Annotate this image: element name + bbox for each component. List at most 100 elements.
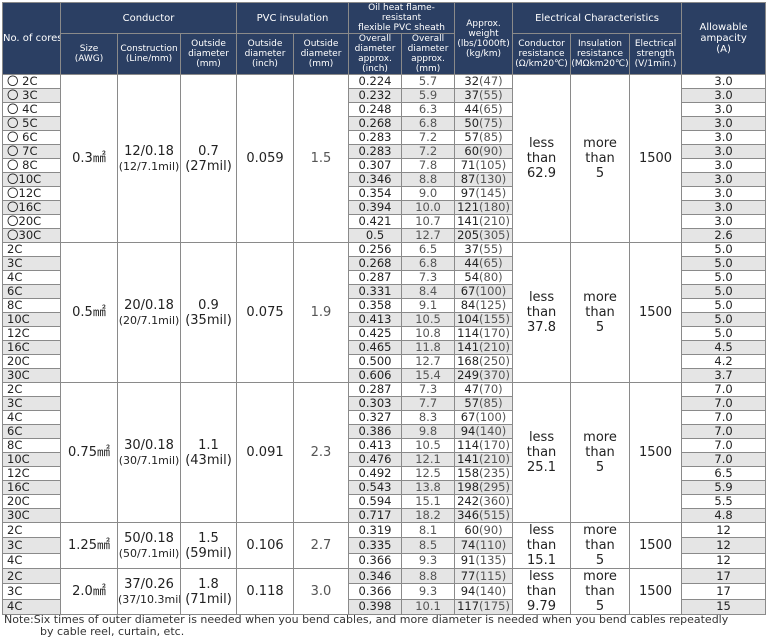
overall-od-inch-cell: 0.331 bbox=[348, 284, 403, 299]
weight-kg: (130) bbox=[475, 172, 507, 186]
weight-kg: (90) bbox=[479, 522, 503, 537]
header-insulation-resistance: Insulation resistance (MΩkm20℃) bbox=[570, 33, 631, 75]
table-header: No. of cores Conductor PVC insulation Oi… bbox=[2, 2, 767, 75]
ampacity-cell: 17 bbox=[681, 583, 767, 600]
core-count-cell: 12C bbox=[2, 466, 61, 481]
size-cell: 0.3㎟ bbox=[60, 74, 118, 243]
table-row: 6C 0.331 8.4 67(100) 5.0 bbox=[2, 284, 767, 299]
overall-od-inch-cell: 0.303 bbox=[348, 396, 403, 411]
ampacity-cell: 3.0 bbox=[681, 88, 767, 103]
table-row: 〇20C 0.421 10.7 141(210) 3.0 bbox=[2, 214, 767, 229]
weight-cell: 121(180) bbox=[454, 200, 514, 215]
conductor-od-cell: 1.8 (71mil) bbox=[180, 568, 237, 615]
weight-lbs: 158 bbox=[457, 466, 480, 480]
header-size: Size (AWG) bbox=[60, 33, 118, 75]
overall-od-mm-cell: 6.8 bbox=[401, 116, 456, 131]
core-count-cell: 〇20C bbox=[2, 214, 61, 229]
pvc-od-mm-value: 1.9 bbox=[310, 305, 332, 320]
overall-od-inch-cell: 0.287 bbox=[348, 270, 403, 285]
construction-value: 37/0.26 bbox=[124, 576, 174, 592]
ampacity-cell: 17 bbox=[681, 567, 767, 585]
construction-value: 30/0.18 bbox=[124, 437, 174, 453]
overall-od-inch-cell: 0.425 bbox=[348, 326, 403, 341]
table-row: 4C 0.398 10.1 117(175) 15 bbox=[2, 598, 767, 616]
table-row: 2C 0.75㎟ 30/0.18 (30/7.1mil) 1.1 (43mil) 0.091… bbox=[2, 382, 767, 523]
table-row: 〇30C 0.5 12.7 205(305) 2.6 bbox=[2, 228, 767, 243]
weight-lbs: 57 bbox=[464, 130, 480, 144]
weight-kg: (140) bbox=[475, 583, 507, 598]
pvc-od-inch-cell: 0.075 bbox=[236, 242, 294, 383]
header-electrical: Electrical Characteristics bbox=[512, 2, 683, 34]
overall-od-inch-cell: 0.287 bbox=[348, 382, 403, 397]
core-count-cell: 30C bbox=[2, 368, 61, 383]
size-cell: 2.0㎟ bbox=[60, 568, 118, 615]
weight-kg: (250) bbox=[479, 354, 510, 368]
header-cores: No. of cores bbox=[2, 2, 61, 75]
weight-lbs: 91 bbox=[460, 553, 476, 568]
construction-mil-value: (50/7.1mil) bbox=[118, 546, 180, 560]
header-sheath-od-mm: Overall diameter approx. (mm) bbox=[401, 33, 456, 75]
overall-od-mm-cell: 12.1 bbox=[401, 452, 456, 467]
weight-cell: 94(140) bbox=[454, 583, 514, 600]
core-count-cell: 〇30C bbox=[2, 228, 61, 243]
construction-cell: 50/0.18 (50/7.1mil) bbox=[117, 522, 181, 569]
weight-cell: 44(65) bbox=[454, 102, 514, 117]
pvc-od-inch-cell: 0.118 bbox=[236, 568, 294, 615]
overall-od-inch-cell: 0.366 bbox=[348, 583, 403, 600]
weight-cell: 47(70) bbox=[454, 382, 514, 397]
weight-kg: (175) bbox=[479, 599, 510, 614]
ampacity-cell: 3.0 bbox=[681, 74, 767, 89]
size-value: 0.75㎟ bbox=[68, 445, 110, 460]
core-count-cell: 16C bbox=[2, 480, 61, 495]
ampacity-cell: 4.8 bbox=[681, 508, 767, 523]
ampacity-cell: 7.0 bbox=[681, 396, 767, 411]
overall-od-inch-cell: 0.268 bbox=[348, 256, 403, 271]
conductor-od-value: 0.7 bbox=[198, 143, 219, 159]
weight-kg: (65) bbox=[479, 256, 503, 270]
weight-kg: (100) bbox=[475, 410, 507, 424]
electrical-strength-cell: 1500 bbox=[629, 382, 683, 523]
weight-lbs: 67 bbox=[460, 284, 476, 298]
table-row: 3C 0.303 7.7 57(85) 7.0 bbox=[2, 396, 767, 411]
weight-lbs: 37 bbox=[464, 88, 480, 102]
ampacity-cell: 7.0 bbox=[681, 382, 767, 397]
weight-cell: 87(130) bbox=[454, 172, 514, 187]
overall-od-mm-cell: 9.8 bbox=[401, 424, 456, 439]
core-count-cell: 3C bbox=[2, 537, 61, 554]
header-ampacity: Allowable ampacity (A) bbox=[681, 2, 767, 75]
overall-od-mm-cell: 10.7 bbox=[401, 214, 456, 229]
ampacity-cell: 5.9 bbox=[681, 480, 767, 495]
core-count-cell: 12C bbox=[2, 326, 61, 341]
table-row: 2C 2.0㎟ 37/0.26 (37/10.3mil) 1.8 (71mil) 0.118… bbox=[2, 567, 767, 615]
pvc-od-mm-cell: 2.7 bbox=[292, 522, 350, 569]
overall-od-mm-cell: 6.8 bbox=[401, 256, 456, 271]
ampacity-cell: 3.0 bbox=[681, 172, 767, 187]
electrical-strength-cell: 1500 bbox=[629, 568, 683, 615]
weight-cell: 141(210) bbox=[454, 340, 514, 355]
weight-lbs: 74 bbox=[460, 537, 476, 552]
header-conductor-resistance: Conductor resistance (Ω/km20℃) bbox=[512, 33, 572, 75]
weight-kg: (515) bbox=[479, 508, 510, 522]
table-row: 12C 0.492 12.5 158(235) 6.5 bbox=[2, 466, 767, 481]
weight-lbs: 242 bbox=[457, 494, 480, 508]
weight-cell: 50(75) bbox=[454, 116, 514, 131]
overall-od-mm-cell: 9.0 bbox=[401, 186, 456, 201]
pvc-od-inch-cell: 0.091 bbox=[236, 382, 294, 523]
overall-od-mm-cell: 10.8 bbox=[401, 326, 456, 341]
header-conductor: Conductor bbox=[60, 2, 237, 34]
weight-lbs: 44 bbox=[464, 256, 480, 270]
core-count-cell: 〇16C bbox=[2, 200, 61, 215]
overall-od-inch-cell: 0.307 bbox=[348, 158, 403, 173]
weight-lbs: 44 bbox=[464, 102, 480, 116]
overall-od-inch-cell: 0.256 bbox=[348, 242, 403, 257]
weight-lbs: 54 bbox=[464, 270, 480, 284]
construction-mil-value: (12/7.1mil) bbox=[118, 159, 180, 173]
construction-cell: 37/0.26 (37/10.3mil) bbox=[117, 568, 181, 615]
weight-lbs: 141 bbox=[457, 340, 480, 354]
cable-spec-table: No. of cores Conductor PVC insulation Oi… bbox=[2, 2, 767, 616]
table-row: 〇 5C 0.268 6.8 50(75) 3.0 bbox=[2, 116, 767, 131]
conductor-od-value: 1.5 bbox=[198, 530, 219, 546]
weight-cell: 168(250) bbox=[454, 354, 514, 369]
weight-kg: (295) bbox=[479, 480, 510, 494]
overall-od-mm-cell: 12.5 bbox=[401, 466, 456, 481]
